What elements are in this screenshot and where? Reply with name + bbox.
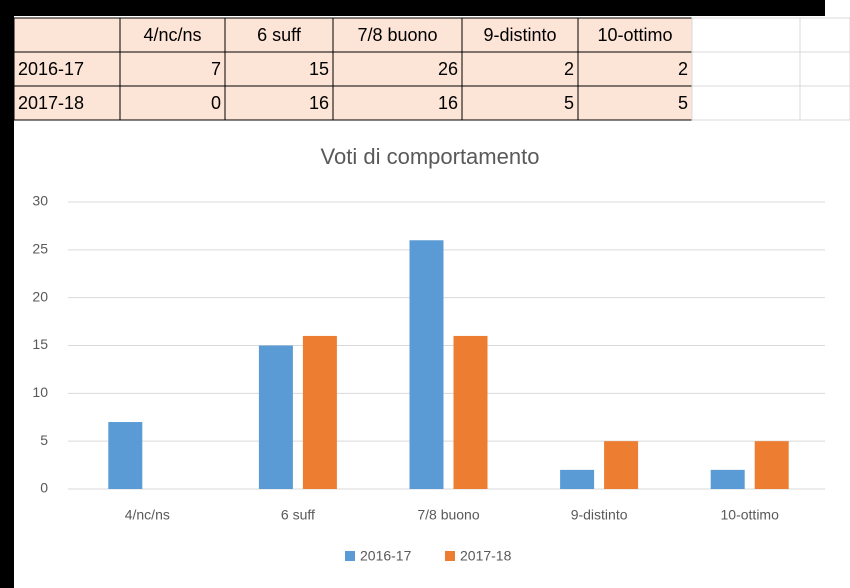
row-label: 2016-17 <box>18 59 84 79</box>
x-tick-label: 6 suff <box>281 507 315 523</box>
table-cell <box>799 85 850 121</box>
table-cell <box>577 51 693 87</box>
table-cell <box>799 17 850 53</box>
bar <box>453 335 488 489</box>
bar <box>258 345 293 489</box>
bar <box>754 441 789 489</box>
table-cell <box>13 17 121 53</box>
y-tick-label: 25 <box>32 241 48 257</box>
y-tick-label: 30 <box>32 193 48 209</box>
column-header: 9-distinto <box>483 25 556 45</box>
column-header: 10-ottimo <box>597 25 672 45</box>
table-value: 2 <box>564 59 574 79</box>
x-tick-label: 10-ottimo <box>721 507 780 523</box>
table-cell <box>13 85 121 121</box>
bar <box>409 240 444 489</box>
table-cell <box>691 17 801 53</box>
table-cell <box>691 51 801 87</box>
top-border <box>0 0 825 16</box>
legend-swatch <box>345 551 355 561</box>
table-value: 5 <box>678 93 688 113</box>
y-tick-label: 10 <box>32 384 48 400</box>
table-cell <box>461 85 579 121</box>
table-cell <box>119 51 226 87</box>
table-cell <box>224 85 334 121</box>
y-tick-label: 5 <box>40 432 48 448</box>
table-value: 16 <box>438 93 458 113</box>
table-value: 5 <box>564 93 574 113</box>
bar <box>604 441 639 489</box>
bar <box>560 469 595 489</box>
y-tick-label: 20 <box>32 288 48 304</box>
bar <box>302 335 337 489</box>
y-tick-label: 15 <box>32 336 48 352</box>
legend-label: 2016-17 <box>360 548 412 564</box>
legend-label: 2017-18 <box>460 548 512 564</box>
table-cell <box>577 85 693 121</box>
table-cell <box>691 85 801 121</box>
row-label: 2017-18 <box>18 93 84 113</box>
left-border <box>0 0 14 588</box>
table-cell <box>224 17 334 53</box>
x-tick-label: 4/nc/ns <box>125 507 170 523</box>
bar <box>710 469 745 489</box>
table-value: 0 <box>211 93 221 113</box>
table-value: 16 <box>309 93 329 113</box>
table-cell <box>119 85 226 121</box>
x-tick-label: 7/8 buono <box>417 507 479 523</box>
table-cell <box>799 51 850 87</box>
column-header: 7/8 buono <box>357 25 437 45</box>
table-value: 26 <box>438 59 458 79</box>
table-value: 15 <box>309 59 329 79</box>
table-value: 2 <box>678 59 688 79</box>
column-header: 6 suff <box>257 25 302 45</box>
x-tick-label: 9-distinto <box>571 507 628 523</box>
chart-title: Voti di comportamento <box>321 144 540 169</box>
y-tick-label: 0 <box>40 480 48 496</box>
table-cell <box>332 17 463 53</box>
legend-swatch <box>445 551 455 561</box>
column-header: 4/nc/ns <box>143 25 201 45</box>
table-cell <box>332 85 463 121</box>
bar <box>108 422 143 489</box>
table-cell <box>119 17 226 53</box>
table-cell <box>461 51 579 87</box>
table-cell <box>332 51 463 87</box>
table-value: 7 <box>211 59 221 79</box>
